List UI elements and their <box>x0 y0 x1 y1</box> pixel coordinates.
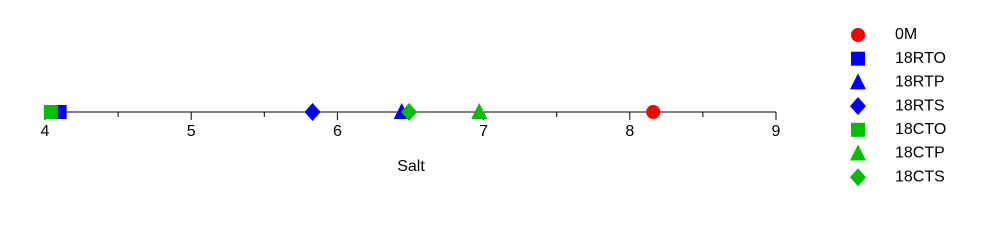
legend-label: 18CTP <box>895 145 945 162</box>
legend-marker <box>850 97 866 116</box>
legend-label: 18CTO <box>895 121 946 138</box>
chart: Salt 4 5 6 7 8 9 0M 18RTO 18RTP 18RTS 18CTO 18CTP 18… <box>41 26 946 187</box>
legend-marker <box>851 51 865 66</box>
data-point <box>646 105 661 119</box>
legend-label: 18RTS <box>895 97 945 114</box>
x-tick-label: 8 <box>625 123 634 140</box>
data-point <box>304 103 321 121</box>
x-tick-label: 7 <box>479 123 488 140</box>
data-point <box>43 105 58 119</box>
legend-label: 18RTO <box>895 50 946 67</box>
legend-marker <box>850 73 866 90</box>
legend-label: 0M <box>895 26 917 43</box>
x-axis-label: Salt <box>397 158 425 175</box>
data-point <box>471 103 488 119</box>
x-tick-label: 6 <box>333 123 342 140</box>
x-tick-label: 5 <box>187 123 196 140</box>
x-tick-label: 9 <box>772 123 781 140</box>
legend-marker <box>850 144 866 161</box>
legend-label: 18RTP <box>895 74 945 91</box>
legend-marker <box>851 122 865 137</box>
legend-marker <box>850 168 866 187</box>
legend-label: 18CTS <box>895 168 945 185</box>
data-point <box>401 103 418 121</box>
x-tick-label: 4 <box>41 123 50 140</box>
legend-marker <box>851 28 865 42</box>
